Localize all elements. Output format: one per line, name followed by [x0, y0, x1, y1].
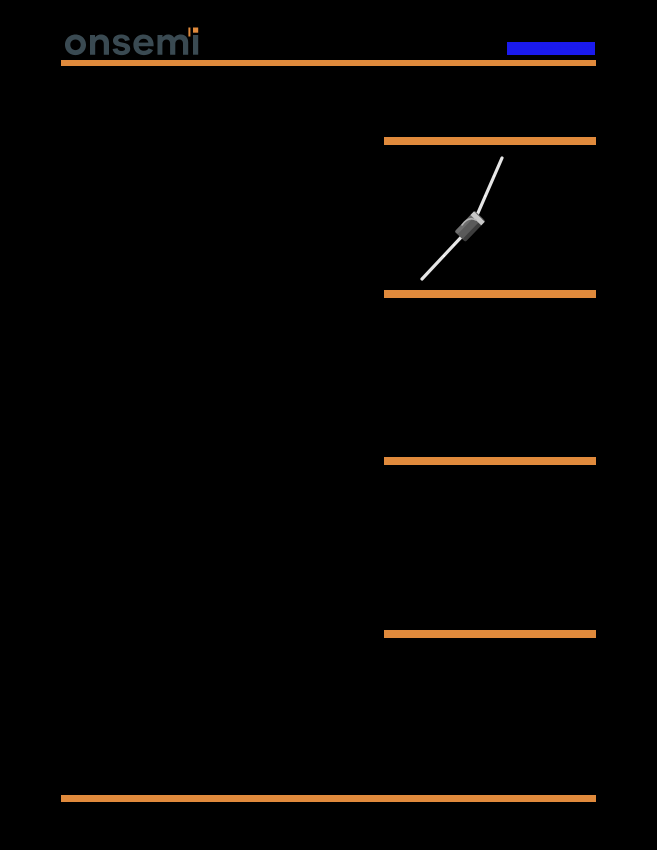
list-item — [71, 161, 361, 170]
features-list — [61, 127, 361, 179]
page-header: www.onsemi.com — [0, 0, 657, 72]
header-divider-rule — [61, 60, 596, 66]
list-item — [71, 187, 361, 196]
list-item — [71, 204, 361, 213]
axial-lead-diode-photo — [384, 146, 596, 289]
product-photo-panel — [384, 146, 596, 289]
device-marking-panel — [384, 640, 596, 775]
table-row — [384, 470, 596, 472]
section-bar-ordering-information — [384, 457, 596, 465]
table-cell — [384, 470, 456, 472]
page-footer — [61, 802, 596, 828]
section-bar-device-marking — [384, 630, 596, 638]
onsemi-website-link[interactable]: www.onsemi.com — [507, 42, 595, 55]
list-item — [71, 136, 361, 145]
table-cell — [454, 470, 526, 472]
list-item — [71, 170, 361, 179]
onsemi-logo — [65, 27, 199, 56]
list-item — [71, 195, 361, 204]
footer-divider-rule — [61, 795, 596, 802]
list-item — [71, 127, 361, 136]
ordering-information-panel — [384, 467, 596, 623]
list-item — [71, 153, 361, 162]
table-cell — [524, 470, 596, 472]
section-bar-marking-diagram — [384, 290, 596, 298]
main-body-column — [61, 88, 361, 778]
section-bar-package — [384, 137, 596, 145]
applications-list — [61, 187, 361, 221]
ordering-information-table — [384, 467, 596, 472]
marking-diagram-panel — [384, 300, 596, 450]
list-item — [71, 212, 361, 221]
list-item — [71, 144, 361, 153]
